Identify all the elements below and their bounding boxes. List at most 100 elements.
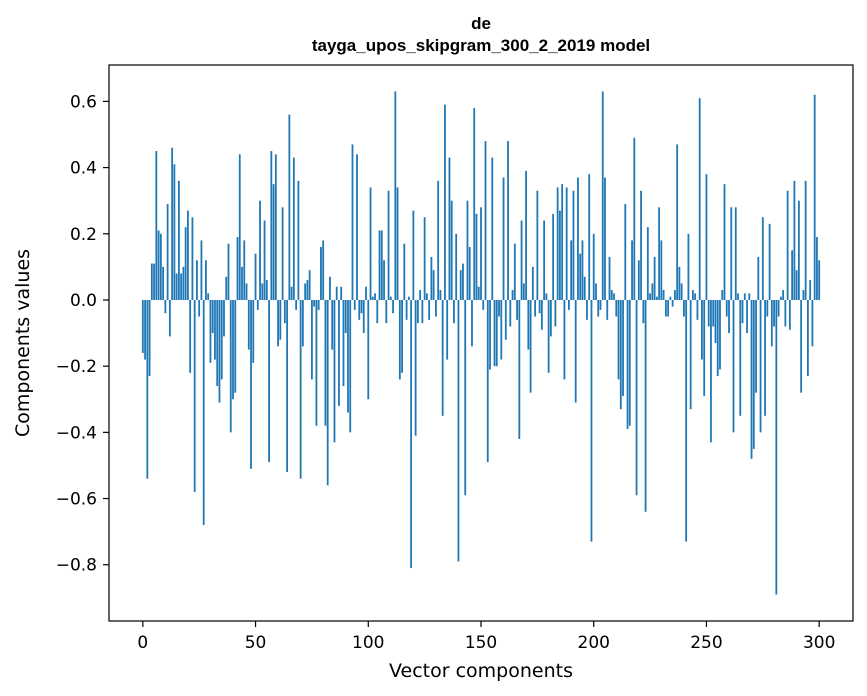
bar-40 [232,299,234,400]
bar-14 [173,164,176,300]
bar-244 [692,290,694,300]
bar-6 [155,151,158,300]
bar-283 [779,296,782,300]
bar-117 [405,299,408,320]
bar-202 [597,299,600,317]
bar-250 [705,174,708,300]
y-tick-label: −0.8 [56,556,97,576]
bar-196 [583,276,586,300]
bar-124 [421,299,424,324]
bar-43 [238,154,241,300]
bar-273 [757,256,760,300]
y-tick-label: 0.2 [70,225,97,245]
x-tick-label: 50 [245,633,267,653]
bar-300 [818,260,821,300]
bar-281 [775,299,778,595]
bar-277 [766,299,769,317]
bar-3 [148,299,151,377]
bar-41 [234,299,237,393]
bar-87 [338,299,340,406]
bar-103 [374,293,376,300]
bar-261 [730,207,733,300]
bar-128 [430,256,433,300]
bar-162 [507,141,509,300]
bar-207 [608,256,611,300]
bar-137 [450,200,453,300]
bar-299 [816,237,818,300]
bar-122 [416,299,419,324]
bar-199 [590,299,593,542]
bar-160 [502,177,505,300]
bar-147 [473,108,476,300]
bar-138 [453,299,455,324]
bar-90 [344,299,347,334]
x-axis-label: Vector components [389,660,573,682]
bar-219 [635,299,638,496]
bar-129 [432,270,435,300]
bar-169 [522,283,525,300]
bar-231 [662,290,665,300]
bar-227 [653,256,656,300]
bar-191 [572,190,575,300]
bar-151 [482,299,485,310]
bar-105 [378,230,381,300]
bar-253 [712,299,715,327]
bar-268 [746,299,748,334]
bar-60 [277,299,279,347]
bar-292 [800,299,803,393]
bar-142 [462,263,464,300]
bar-16 [177,180,180,300]
bar-29 [207,293,210,300]
bar-144 [466,200,469,300]
bar-69 [297,180,300,300]
x-tick-label: 250 [690,633,722,653]
bar-153 [486,299,489,463]
bar-81 [324,299,327,426]
bar-141 [459,270,462,300]
bar-246 [696,299,699,320]
bar-217 [631,240,633,300]
bar-134 [444,104,446,300]
bar-34 [218,299,221,403]
bar-158 [498,299,500,317]
bar-53 [261,283,264,300]
bar-91 [347,299,349,413]
bar-125 [423,217,426,300]
plot-frame [108,64,854,622]
bar-149 [477,286,480,300]
bar-287 [788,299,791,330]
bar-170 [525,170,527,300]
bar-13 [171,147,174,300]
bar-194 [579,253,582,300]
bar-25 [198,299,201,317]
bar-233 [667,299,670,317]
bar-229 [658,207,661,300]
bar-114 [398,299,401,380]
bar-21 [189,299,192,373]
bar-257 [721,290,724,300]
bar-242 [687,233,690,300]
bar-265 [739,299,742,416]
bar-271 [752,299,755,449]
bar-75 [311,299,313,380]
bar-100 [367,299,370,400]
bar-77 [315,299,318,426]
bar-156 [493,299,496,367]
bar-96 [358,299,361,320]
bar-176 [538,299,541,314]
bar-262 [732,299,735,433]
bar-140 [457,299,460,562]
x-tick-label: 200 [578,633,610,653]
bar-213 [622,299,624,396]
bar-276 [764,299,766,416]
bar-5 [153,263,155,300]
bar-133 [441,299,444,416]
bar-295 [807,299,809,377]
bar-24 [196,260,198,300]
bar-63 [283,299,286,324]
chart-title: de [471,14,491,33]
bar-33 [216,299,219,387]
bar-113 [396,187,399,300]
bar-159 [500,299,503,360]
bar-99 [365,286,367,300]
